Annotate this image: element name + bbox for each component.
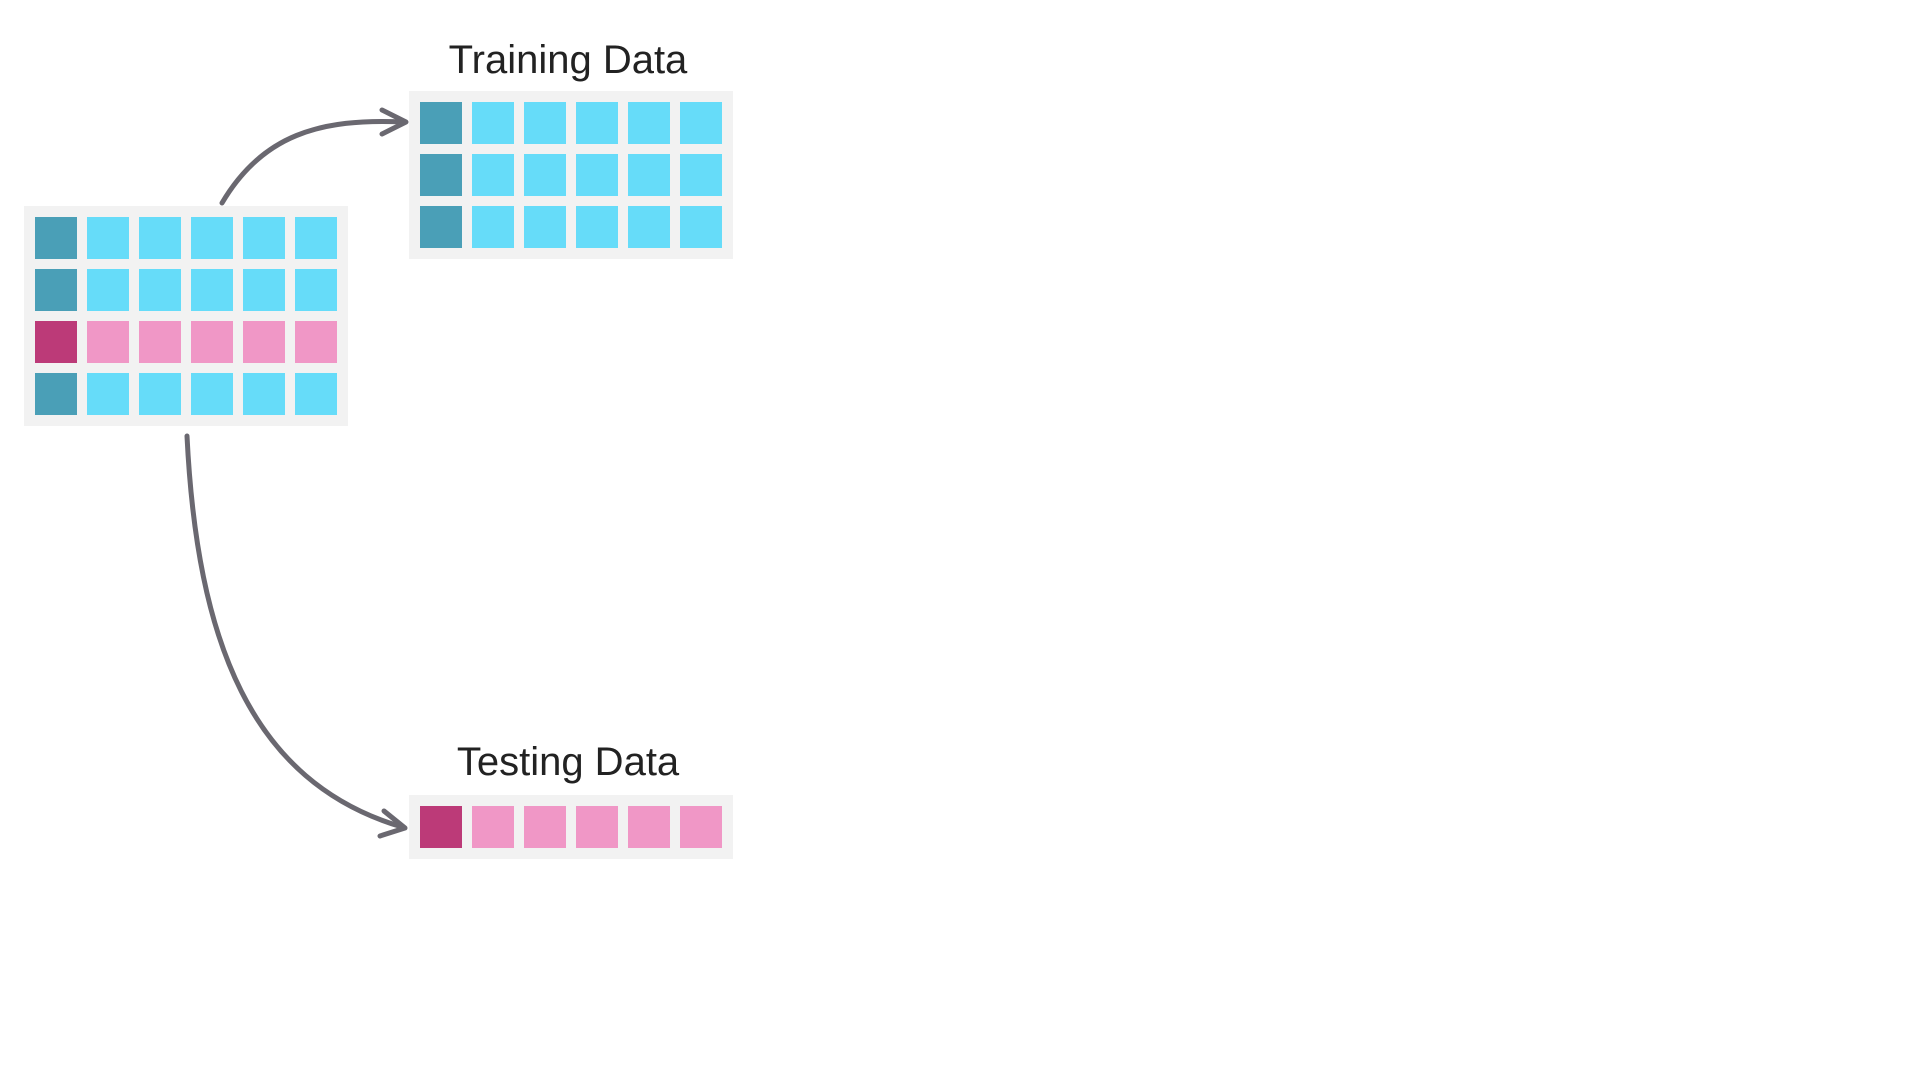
training-data-title: Training Data [449, 38, 688, 82]
training-feature-cell [680, 154, 722, 196]
training-feature-cell [680, 206, 722, 248]
source-feature-cell [139, 321, 181, 363]
training-feature-cell [524, 102, 566, 144]
testing-data-grid [409, 795, 733, 859]
source-feature-cell [191, 217, 233, 259]
training-feature-cell [576, 102, 618, 144]
training-label-cell [420, 102, 462, 144]
source-feature-cell [243, 217, 285, 259]
training-feature-cell [524, 206, 566, 248]
source-feature-cell [139, 269, 181, 311]
testing-feature-cell [524, 806, 566, 848]
training-feature-cell [524, 154, 566, 196]
source-feature-cell [191, 373, 233, 415]
training-feature-cell [628, 102, 670, 144]
source-feature-cell [191, 269, 233, 311]
testing-data-title: Testing Data [457, 740, 680, 784]
source-feature-cell [243, 269, 285, 311]
training-data-grid [409, 91, 733, 259]
source-label-cell [35, 217, 77, 259]
source-feature-cell [295, 321, 337, 363]
arrow-to-testing [184, 433, 408, 839]
testing-label-cell [420, 806, 462, 848]
testing-feature-cell [472, 806, 514, 848]
training-feature-cell [576, 154, 618, 196]
arrow-to-training [219, 107, 409, 206]
source-feature-cell [295, 269, 337, 311]
training-label-cell [420, 206, 462, 248]
source-feature-cell [295, 373, 337, 415]
testing-feature-cell [628, 806, 670, 848]
source-feature-cell [87, 373, 129, 415]
source-label-cell [35, 269, 77, 311]
training-feature-cell [576, 206, 618, 248]
training-feature-cell [472, 206, 514, 248]
training-feature-cell [628, 154, 670, 196]
source-label-cell [35, 373, 77, 415]
source-feature-cell [87, 217, 129, 259]
testing-feature-cell [576, 806, 618, 848]
source-dataset-grid [24, 206, 348, 426]
testing-feature-cell [680, 806, 722, 848]
arrow-to-testing-head [377, 808, 408, 839]
source-feature-cell [243, 373, 285, 415]
training-label-cell [420, 154, 462, 196]
source-feature-cell [87, 321, 129, 363]
source-feature-cell [139, 373, 181, 415]
source-feature-cell [87, 269, 129, 311]
training-feature-cell [472, 102, 514, 144]
training-feature-cell [680, 102, 722, 144]
testing-background [409, 795, 733, 859]
arrow-to-testing-curve [184, 433, 405, 830]
arrow-to-training-head [379, 107, 409, 137]
source-feature-cell [243, 321, 285, 363]
training-background [409, 91, 733, 259]
source-background [24, 206, 348, 426]
source-feature-cell [295, 217, 337, 259]
source-feature-cell [139, 217, 181, 259]
training-feature-cell [472, 154, 514, 196]
source-feature-cell [191, 321, 233, 363]
source-label-cell [35, 321, 77, 363]
training-feature-cell [628, 206, 670, 248]
arrow-to-training-curve [219, 118, 407, 206]
